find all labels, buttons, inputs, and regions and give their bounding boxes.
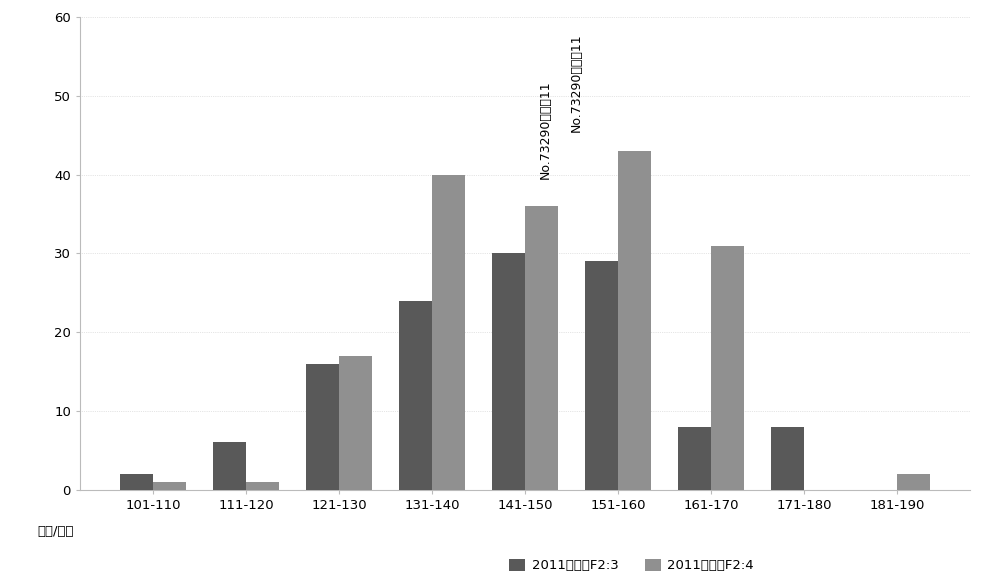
Bar: [492, 253, 525, 490]
Text: No.73290，中双11: No.73290，中双11: [539, 80, 552, 179]
Bar: [339, 356, 372, 490]
Bar: [213, 442, 246, 490]
Bar: [432, 175, 465, 490]
Legend: 2011年西宁F2:3, 2011年西宁F2:4: 2011年西宁F2:3, 2011年西宁F2:4: [504, 554, 759, 576]
Bar: [306, 363, 339, 490]
Text: 株高/厘米: 株高/厘米: [37, 525, 74, 538]
Bar: [897, 474, 930, 490]
Bar: [618, 151, 651, 490]
Bar: [246, 482, 279, 490]
Text: No.73290，中双11: No.73290，中双11: [570, 33, 583, 132]
Bar: [771, 427, 804, 490]
Bar: [153, 482, 186, 490]
Bar: [525, 206, 558, 490]
Bar: [399, 301, 432, 490]
Bar: [678, 427, 711, 490]
Bar: [120, 474, 153, 490]
Bar: [585, 262, 618, 490]
Bar: [711, 245, 744, 490]
